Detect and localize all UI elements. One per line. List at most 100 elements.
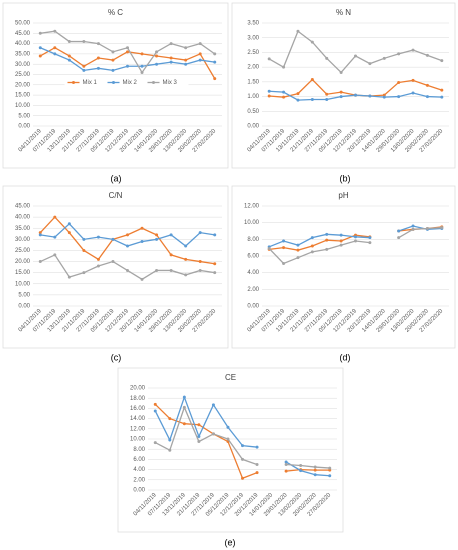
y-tick-label: 25.00: [15, 248, 31, 254]
point: [184, 257, 188, 261]
point: [168, 417, 172, 421]
point: [168, 448, 172, 452]
point: [325, 56, 329, 60]
y-tick-label: 2.00: [133, 477, 145, 483]
point: [140, 70, 144, 74]
point: [411, 78, 415, 82]
point: [313, 465, 317, 469]
point: [440, 226, 444, 230]
legend-marker: [72, 81, 75, 84]
y-tick-label: 12.00: [130, 426, 146, 432]
y-tick-label: 35.00: [15, 51, 31, 57]
point: [282, 262, 286, 265]
legend-label: Mix 3: [163, 80, 178, 86]
y-tick-label: 2.50: [247, 50, 259, 56]
y-tick-label: 0.00: [133, 488, 145, 494]
point: [213, 52, 217, 56]
series-line: [154, 395, 258, 448]
point: [282, 90, 286, 94]
point: [354, 54, 357, 58]
point: [296, 243, 300, 247]
point: [126, 46, 129, 50]
point: [310, 250, 314, 254]
y-tick-label: 3.50: [247, 21, 259, 27]
point: [368, 241, 372, 245]
chart-border: [231, 2, 456, 169]
point: [184, 273, 188, 277]
point: [82, 64, 86, 68]
point: [296, 29, 300, 33]
y-tick-label: 8.00: [247, 237, 259, 243]
y-tick-label: 50.00: [15, 21, 31, 27]
point: [255, 463, 259, 466]
point: [168, 438, 172, 442]
y-tick-label: 12.00: [244, 204, 260, 210]
series-line: [154, 403, 258, 480]
point: [368, 62, 372, 66]
point: [67, 275, 71, 279]
point: [140, 226, 144, 230]
point: [155, 62, 159, 66]
caption: (b): [340, 173, 351, 183]
chart-title: C/N: [109, 191, 123, 200]
point: [325, 247, 329, 251]
point: [241, 457, 244, 461]
y-tick-label: 6.00: [247, 254, 259, 260]
point: [267, 247, 271, 250]
point: [198, 268, 202, 272]
series-line: [398, 225, 442, 232]
point: [111, 237, 115, 241]
series-line: [286, 468, 330, 472]
point: [198, 231, 202, 235]
y-tick-label: 0.00: [18, 124, 30, 130]
point: [82, 271, 86, 275]
point: [310, 244, 314, 248]
legend-marker: [152, 81, 155, 84]
point: [411, 91, 415, 95]
point: [198, 42, 202, 46]
y-tick-label: 4.00: [133, 467, 145, 473]
series-line: [286, 463, 330, 469]
y-tick-label: 20.00: [130, 386, 146, 392]
point: [267, 94, 271, 98]
point: [169, 268, 173, 272]
y-tick-label: 20.00: [15, 82, 31, 88]
point: [339, 243, 343, 247]
point: [67, 40, 71, 44]
y-tick-label: 45.00: [15, 31, 31, 37]
y-tick-label: 0.00: [18, 304, 30, 310]
point: [169, 60, 173, 64]
point: [411, 227, 415, 231]
point: [368, 94, 372, 98]
point: [140, 64, 144, 68]
point: [38, 260, 42, 264]
point: [226, 437, 230, 441]
point: [198, 58, 202, 62]
point: [267, 57, 271, 61]
point: [354, 235, 357, 239]
point: [368, 236, 372, 240]
point: [140, 277, 144, 281]
point: [213, 60, 217, 64]
caption: (c): [111, 352, 122, 362]
chart-title: pH: [338, 191, 348, 200]
point: [255, 471, 259, 475]
y-tick-label: 0.00: [247, 304, 259, 310]
point: [111, 58, 115, 62]
point: [82, 40, 86, 44]
point: [38, 31, 42, 35]
point: [325, 92, 329, 96]
point: [53, 29, 57, 33]
point: [126, 268, 129, 272]
y-tick-label: 8.00: [133, 447, 145, 453]
y-tick-label: 35.00: [15, 226, 31, 232]
point: [53, 52, 57, 56]
point: [155, 233, 159, 237]
y-tick-label: 18.00: [130, 396, 146, 402]
point: [96, 235, 100, 239]
point: [38, 233, 42, 237]
chart-border: [117, 367, 344, 533]
series-line: [398, 227, 442, 239]
point: [282, 95, 286, 99]
point: [182, 405, 186, 409]
